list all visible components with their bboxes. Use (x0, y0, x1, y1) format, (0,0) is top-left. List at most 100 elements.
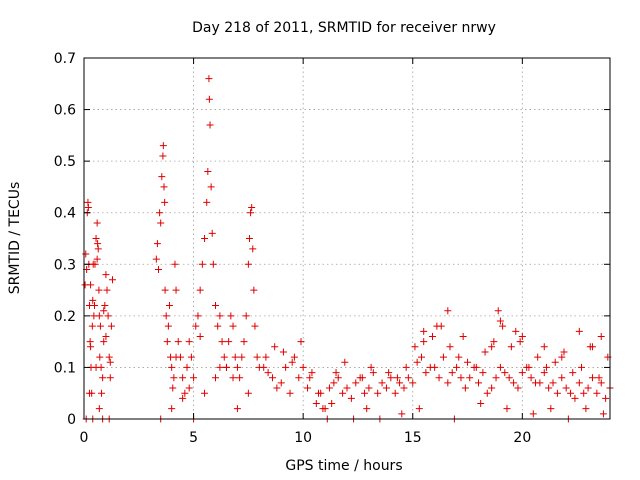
data-point (190, 374, 198, 382)
data-point (413, 358, 421, 366)
data-point (242, 312, 250, 320)
y-tick-label: 0.5 (54, 154, 76, 170)
data-point (222, 363, 230, 371)
data-point (262, 353, 270, 361)
data-point (172, 286, 180, 294)
data-point (229, 322, 237, 330)
data-point (95, 405, 103, 413)
data-point (560, 348, 568, 356)
y-tick-label: 0.2 (54, 309, 76, 325)
data-point (236, 374, 244, 382)
data-point (201, 389, 209, 397)
data-point (233, 405, 241, 413)
data-point (584, 384, 592, 392)
x-tick-label: 10 (294, 430, 312, 446)
data-point (299, 363, 307, 371)
data-point (328, 400, 336, 408)
data-point (374, 389, 382, 397)
data-point (100, 307, 108, 315)
data-point (183, 363, 191, 371)
data-point (169, 384, 177, 392)
data-point (98, 389, 106, 397)
data-point (542, 363, 550, 371)
data-point (196, 332, 204, 340)
data-points (81, 75, 614, 423)
data-point (571, 394, 579, 402)
data-point (304, 384, 312, 392)
data-point (194, 312, 202, 320)
data-point (247, 209, 255, 217)
data-point (595, 374, 603, 382)
data-point (249, 245, 257, 253)
data-point (540, 369, 548, 377)
data-point (108, 276, 116, 284)
data-point (339, 389, 347, 397)
data-point (545, 384, 553, 392)
grid-layer (84, 58, 610, 419)
data-point (393, 374, 401, 382)
data-point (155, 265, 163, 273)
data-point (569, 369, 577, 377)
data-point (168, 405, 176, 413)
data-point (94, 245, 102, 253)
data-point (162, 312, 170, 320)
data-point (525, 363, 533, 371)
data-point (308, 369, 316, 377)
data-point (84, 204, 92, 212)
plot-frame (83, 57, 611, 420)
data-point (367, 363, 375, 371)
data-point (439, 353, 447, 361)
data-point (264, 369, 272, 377)
data-point (208, 229, 216, 237)
data-point (398, 410, 406, 418)
data-point (187, 353, 195, 361)
data-point (496, 317, 504, 325)
data-point (319, 405, 327, 413)
y-tick-label: 0.1 (54, 360, 76, 376)
data-point (250, 286, 258, 294)
data-point (170, 374, 178, 382)
data-point (503, 405, 511, 413)
data-point (282, 363, 290, 371)
data-point (185, 338, 193, 346)
data-point (288, 358, 296, 366)
data-point (106, 358, 114, 366)
data-point (562, 384, 570, 392)
data-point (171, 260, 179, 268)
data-point (273, 384, 281, 392)
data-point (95, 312, 103, 320)
data-point (551, 358, 559, 366)
x-tick-label: 0 (80, 430, 89, 446)
data-point (593, 389, 601, 397)
y-tick-label: 0.3 (54, 257, 76, 273)
data-point (205, 95, 213, 103)
data-point (96, 322, 104, 330)
data-point (411, 343, 419, 351)
data-point (93, 255, 101, 263)
data-point (444, 307, 452, 315)
data-point (597, 379, 605, 387)
data-point (499, 322, 507, 330)
data-point (244, 260, 252, 268)
data-point (396, 379, 404, 387)
data-point (330, 379, 338, 387)
data-point (518, 332, 526, 340)
data-point (206, 121, 214, 129)
data-point (547, 405, 555, 413)
data-point (231, 353, 239, 361)
data-point (358, 374, 366, 382)
data-point (216, 312, 224, 320)
data-point (361, 389, 369, 397)
data-point (444, 379, 452, 387)
data-point (185, 384, 193, 392)
data-point (448, 369, 456, 377)
data-point (481, 348, 489, 356)
data-point (238, 353, 246, 361)
data-point (260, 363, 268, 371)
data-point (420, 338, 428, 346)
data-point (207, 183, 215, 191)
data-point (455, 353, 463, 361)
data-point (91, 260, 99, 268)
